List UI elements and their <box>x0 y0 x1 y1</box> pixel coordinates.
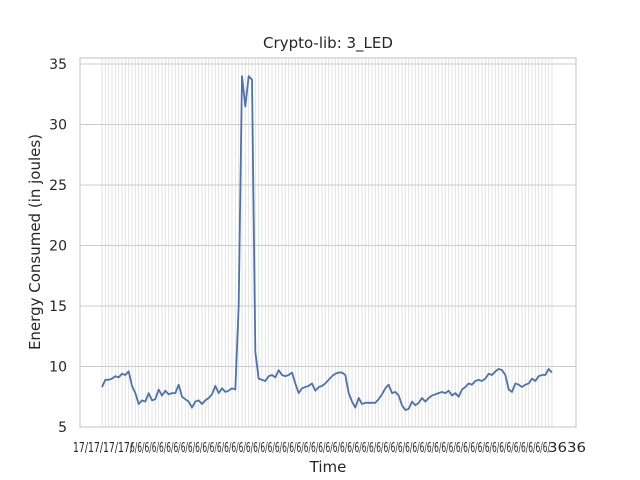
y-tick-label: 5 <box>58 420 67 436</box>
x-tick-labels: 17/17/17/17/ 6/6/6/6/6/6/6/6/6/6/6/6/6/6… <box>73 441 586 456</box>
y-tick-label: 30 <box>49 118 67 134</box>
plot-area <box>80 58 576 427</box>
y-tick-labels: 5 10 15 20 25 30 35 <box>49 57 67 436</box>
grid-lines <box>80 58 576 428</box>
x-tick-label-end: 3636 <box>548 441 586 456</box>
y-tick-label: 20 <box>49 239 67 255</box>
x-tick-label-start: 17/17/17/17/ <box>73 441 133 456</box>
y-tick-label: 35 <box>49 57 67 73</box>
chart-title: Crypto-lib: 3_LED <box>263 34 393 53</box>
y-tick-label: 25 <box>49 178 67 194</box>
x-axis-label: Time <box>309 458 347 476</box>
y-tick-label: 10 <box>49 360 67 376</box>
series-line <box>101 75 553 411</box>
y-axis-label: Energy Consumed (in joules) <box>26 134 44 350</box>
plot-frame <box>79 57 577 428</box>
series-layer <box>101 75 553 411</box>
x-tick-label-body: 6/6/6/6/6/6/6/6/6/6/6/6/6/6/6/6/6/6/6/6/… <box>130 441 550 456</box>
y-tick-label: 15 <box>49 299 67 315</box>
